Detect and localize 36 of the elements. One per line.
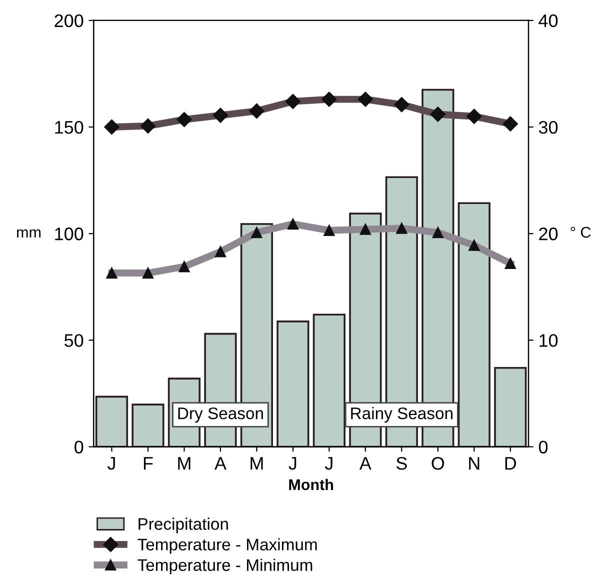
y2-tick-label: 40: [538, 14, 558, 28]
bar: [312, 314, 346, 447]
x-tick-label: M: [250, 457, 263, 470]
y-tick-label: 50: [64, 334, 84, 347]
legend-label: Temperature - Maximum: [138, 538, 317, 554]
x-tick-label: D: [505, 457, 516, 470]
y-tick-label: 150: [55, 120, 84, 134]
x-axis-title: Month: [289, 478, 334, 490]
x-tick-label: A: [214, 457, 226, 470]
annotation: Rainy Season: [351, 407, 452, 423]
y2-tick-label: 30: [538, 120, 558, 134]
y-tick-label: 0: [74, 440, 84, 454]
x-tick-label: J: [324, 457, 332, 470]
x-tick-label: N: [469, 457, 480, 470]
bar: [458, 202, 490, 447]
y2-tick-label: 0: [538, 440, 548, 454]
bar: [494, 366, 527, 447]
bar: [276, 320, 310, 447]
x-tick-label: O: [432, 456, 444, 470]
y2-tick-label: 10: [540, 334, 558, 347]
x-tick-label: M: [178, 457, 190, 470]
y2-axis-title: ° C: [570, 226, 591, 238]
x-tick-label: F: [144, 457, 153, 470]
legend-label: Precipitation: [138, 518, 228, 534]
x-tick-label: J: [288, 457, 296, 470]
x-tick-label: S: [396, 456, 407, 470]
y-tick-label: 100: [55, 228, 84, 240]
x-tick-label: A: [359, 457, 372, 470]
x-tick-label: J: [108, 457, 115, 470]
bar: [95, 396, 128, 447]
y-axis-title: mm: [17, 229, 40, 238]
bar: [132, 404, 164, 447]
y2-tick-label: 20: [539, 228, 558, 240]
annotation: Dry Season: [178, 407, 263, 423]
legend-label: Temperature - Minimum: [138, 558, 312, 574]
y-tick-label: 200: [54, 14, 84, 28]
